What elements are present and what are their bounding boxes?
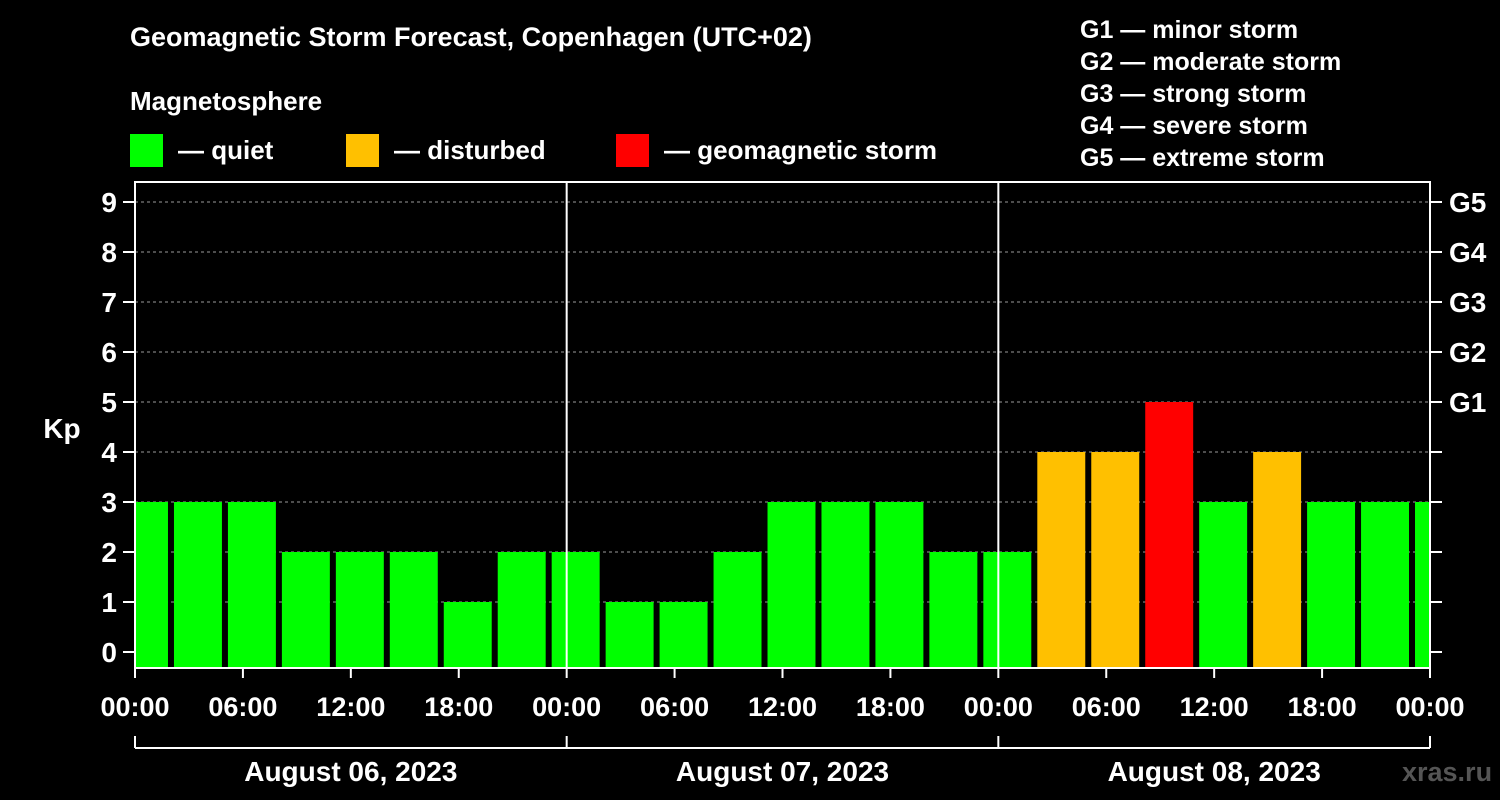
g-scale-label: G3 [1449, 287, 1486, 318]
kp-bar [1253, 452, 1302, 668]
y-tick-label: 1 [101, 587, 117, 618]
legend-storm-swatch [616, 134, 649, 167]
day-label: August 07, 2023 [676, 756, 889, 787]
magnetosphere-label: Magnetosphere [130, 86, 323, 116]
y-tick-label: 8 [101, 237, 117, 268]
kp-bar [227, 502, 276, 668]
kp-bar [389, 552, 438, 668]
kp-bar [1037, 452, 1086, 668]
kp-bar [821, 502, 870, 668]
day-label: August 08, 2023 [1108, 756, 1321, 787]
legend-disturbed: — disturbed [346, 134, 546, 167]
kp-bar [1361, 502, 1410, 668]
legend-disturbed-label: — disturbed [394, 135, 546, 165]
g-scale-label: G1 [1449, 387, 1486, 418]
kp-bar [1091, 452, 1140, 668]
kp-bar [713, 552, 762, 668]
x-tick-label: 00:00 [532, 692, 601, 722]
x-tick-label: 18:00 [424, 692, 493, 722]
y-tick-label: 0 [101, 637, 117, 668]
y-tick-label: 5 [101, 387, 117, 418]
kp-bar [1199, 502, 1248, 668]
y-axis-label: Kp [43, 413, 80, 444]
y-tick-label: 6 [101, 337, 117, 368]
x-tick-label: 18:00 [1288, 692, 1357, 722]
g-scale-label: G5 [1449, 187, 1486, 218]
kp-bar [1145, 402, 1194, 668]
x-tick-label: 06:00 [1072, 692, 1141, 722]
x-tick-label: 18:00 [856, 692, 925, 722]
x-tick-label: 06:00 [640, 692, 709, 722]
kp-bar [335, 552, 384, 668]
storm-level-g5: G5 — extreme storm [1080, 144, 1325, 172]
x-tick-label: 12:00 [316, 692, 385, 722]
legend-storm: — geomagnetic storm [616, 134, 937, 167]
x-tick-label: 00:00 [100, 692, 169, 722]
legend-quiet-swatch [130, 134, 163, 167]
kp-bar [281, 552, 330, 668]
x-tick-label: 12:00 [1180, 692, 1249, 722]
watermark: xras.ru [1402, 757, 1493, 787]
kp-bar [497, 552, 546, 668]
kp-bar [767, 502, 816, 668]
legend-quiet: — quiet [130, 134, 273, 167]
chart-title: Geomagnetic Storm Forecast, Copenhagen (… [130, 22, 812, 52]
kp-bar [659, 602, 708, 668]
storm-level-g2: G2 — moderate storm [1080, 48, 1342, 76]
kp-bar [1415, 502, 1430, 668]
x-tick-label: 06:00 [208, 692, 277, 722]
y-tick-label: 4 [101, 437, 117, 468]
kp-bar [1307, 502, 1356, 668]
kp-bar [173, 502, 222, 668]
storm-level-g1: G1 — minor storm [1080, 16, 1299, 44]
x-tick-label: 00:00 [964, 692, 1033, 722]
x-tick-label: 12:00 [748, 692, 817, 722]
legend-storm-label: — geomagnetic storm [664, 135, 938, 165]
kp-bar [605, 602, 654, 668]
g-scale-label: G2 [1449, 337, 1486, 368]
y-tick-label: 9 [101, 187, 117, 218]
y-tick-label: 2 [101, 537, 117, 568]
kp-bar [983, 552, 1032, 668]
legend-quiet-label: — quiet [178, 135, 274, 165]
g-scale-label: G4 [1449, 237, 1487, 268]
kp-bar [929, 552, 978, 668]
kp-bar [551, 552, 600, 668]
kp-bar [443, 602, 492, 668]
legend-disturbed-swatch [346, 134, 379, 167]
storm-level-g4: G4 — severe storm [1080, 112, 1308, 140]
x-tick-label: 00:00 [1395, 692, 1464, 722]
kp-bar [875, 502, 924, 668]
day-label: August 06, 2023 [244, 756, 457, 787]
kp-bar [135, 502, 168, 668]
y-tick-label: 7 [101, 287, 117, 318]
storm-level-legend: G1 — minor storm G2 — moderate storm G3 … [1080, 14, 1341, 174]
y-tick-label: 3 [101, 487, 117, 518]
storm-level-g3: G3 — strong storm [1080, 80, 1307, 108]
